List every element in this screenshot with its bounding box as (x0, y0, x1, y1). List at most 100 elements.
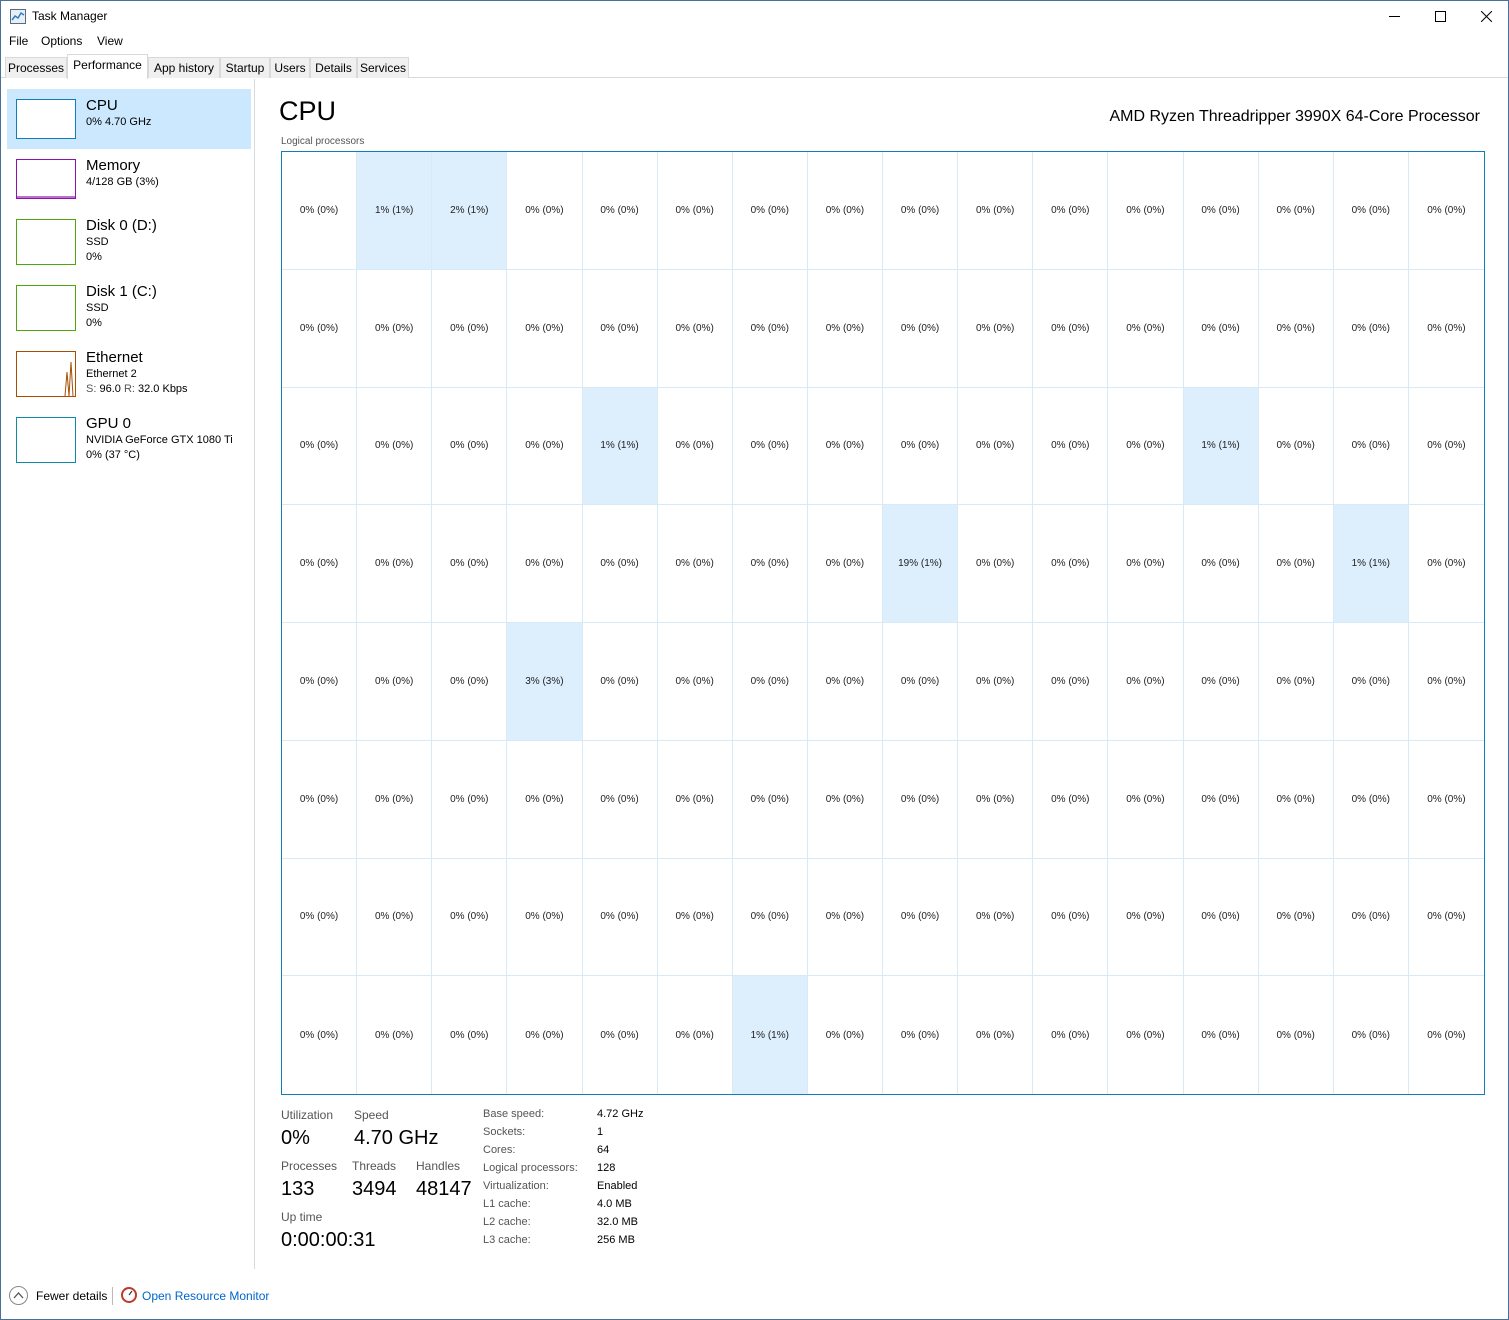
logical-processor-cell: 0% (0%) (658, 976, 733, 1094)
logical-processor-cell: 0% (0%) (1108, 505, 1184, 623)
minimize-button[interactable] (1371, 1, 1417, 31)
logical-processor-cell: 0% (0%) (582, 623, 658, 741)
logical-processor-cell: 0% (0%) (582, 858, 658, 977)
sidebar-item-detail: Ethernet 2 (86, 368, 137, 380)
logical-processor-cell: 0% (0%) (1033, 387, 1109, 506)
logical-processor-cell: 0% (0%) (282, 505, 358, 623)
window-title: Task Manager (32, 9, 108, 23)
logical-processor-cell: 0% (0%) (732, 387, 808, 506)
sidebar-item-detail: 0% (86, 317, 102, 329)
sidebar-item-ethernet[interactable]: Ethernet Ethernet 2 S: 96.0 R: 32.0 Kbps (7, 345, 251, 405)
logical-processor-cell: 0% (0%) (657, 152, 733, 270)
tab-services[interactable]: Services (357, 57, 409, 78)
logical-processor-cell: 0% (0%) (357, 976, 433, 1094)
logical-processor-cell: 0% (0%) (657, 505, 733, 623)
open-resource-monitor-link[interactable]: Open Resource Monitor (142, 1289, 270, 1303)
logical-processor-cell: 0% (0%) (507, 505, 583, 623)
logical-processor-cell: 0% (0%) (958, 387, 1034, 506)
logical-processor-cell: 0% (0%) (807, 387, 883, 506)
logical-processor-cell: 0% (0%) (958, 269, 1034, 388)
processes-value: 133 (281, 1178, 315, 1200)
task-manager-icon (10, 9, 26, 24)
sidebar-item-detail: 0% (37 °C) (86, 449, 140, 461)
logical-processor-cell: 1% (1%) (732, 976, 808, 1094)
logical-processor-cell: 0% (0%) (1333, 387, 1409, 506)
logical-processor-cell: 0% (0%) (1033, 858, 1109, 977)
processes-label: Processes (281, 1159, 338, 1173)
sidebar-item-memory[interactable]: Memory 4/128 GB (3%) (7, 153, 251, 207)
sidebar-item-disk0[interactable]: Disk 0 (D:) SSD 0% (7, 213, 251, 273)
chevron-up-icon[interactable] (9, 1286, 28, 1305)
fewer-details-button[interactable]: Fewer details (36, 1289, 108, 1303)
sidebar-item-cpu[interactable]: CPU 0% 4.70 GHz (7, 89, 251, 149)
logical-processor-cell: 0% (0%) (1408, 270, 1484, 388)
logical-processor-cell: 0% (0%) (1333, 269, 1409, 388)
logical-processor-cell: 0% (0%) (1183, 505, 1259, 623)
menu-file[interactable]: File (9, 34, 29, 48)
tab-processes[interactable]: Processes (5, 57, 67, 78)
logical-processor-cell: 0% (0%) (357, 740, 433, 859)
spec-value: 1 (597, 1126, 604, 1138)
menu-view[interactable]: View (97, 34, 123, 48)
logical-processor-cell: 0% (0%) (582, 152, 658, 270)
logical-processor-cell: 0% (0%) (958, 623, 1034, 741)
handles-label: Handles (416, 1159, 461, 1173)
logical-processor-cell: 0% (0%) (1108, 269, 1184, 388)
minimize-icon (1388, 15, 1400, 17)
logical-processor-cell: 0% (0%) (357, 387, 433, 506)
close-button[interactable] (1463, 1, 1509, 31)
handles-value: 48147 (416, 1178, 472, 1200)
spec-label: L2 cache: (483, 1216, 531, 1228)
menu-options[interactable]: Options (41, 34, 83, 48)
sidebar-item-detail: NVIDIA GeForce GTX 1080 Ti (86, 434, 233, 446)
uptime-value: 0:00:00:31 (281, 1229, 376, 1251)
logical-processor-cell: 0% (0%) (958, 152, 1034, 270)
logical-processor-cell: 0% (0%) (1033, 976, 1109, 1094)
logical-processor-cell: 0% (0%) (958, 740, 1034, 859)
logical-processor-cell: 0% (0%) (1108, 152, 1184, 270)
tab-users[interactable]: Users (270, 57, 310, 78)
sidebar-item-disk1[interactable]: Disk 1 (C:) SSD 0% (7, 279, 251, 339)
logical-processor-cell: 0% (0%) (282, 269, 358, 388)
logical-processor-cell: 0% (0%) (958, 858, 1034, 977)
logical-processor-cell: 0% (0%) (1258, 505, 1334, 623)
resource-sidebar: CPU 0% 4.70 GHz Memory 4/128 GB (3%) Dis… (1, 79, 255, 1269)
logical-processor-cell: 0% (0%) (732, 269, 808, 388)
resource-monitor-icon (121, 1287, 137, 1303)
utilization-label: Utilization (281, 1108, 334, 1122)
logical-processor-cell: 19% (1%) (883, 505, 959, 623)
tab-app-history[interactable]: App history (148, 57, 220, 78)
spec-value: Enabled (597, 1180, 638, 1192)
sidebar-item-title: Memory (86, 157, 141, 174)
logical-processor-cell: 0% (0%) (657, 623, 733, 741)
logical-processor-cell: 0% (0%) (883, 740, 959, 859)
spec-label: L1 cache: (483, 1198, 531, 1210)
logical-processor-cell: 0% (0%) (657, 740, 733, 859)
tab-performance[interactable]: Performance (67, 54, 148, 79)
logical-processor-cell: 0% (0%) (507, 976, 583, 1094)
logical-processor-cell: 2% (1%) (432, 152, 508, 270)
sidebar-item-title: Disk 0 (D:) (86, 217, 157, 234)
tab-details[interactable]: Details (310, 57, 357, 78)
close-icon (1480, 10, 1492, 22)
tab-startup[interactable]: Startup (220, 57, 270, 78)
logical-processor-cell: 0% (0%) (1183, 269, 1259, 388)
disk0-thumbnail-graph (16, 219, 76, 265)
gpu-thumbnail-graph (16, 417, 76, 463)
maximize-button[interactable] (1417, 1, 1463, 31)
ethernet-throughput: S: 96.0 R: 32.0 Kbps (86, 383, 188, 395)
logical-processor-cell: 0% (0%) (282, 152, 358, 270)
logical-processor-cell: 0% (0%) (1408, 623, 1484, 741)
logical-processor-cell: 0% (0%) (1183, 858, 1259, 977)
sidebar-item-gpu[interactable]: GPU 0 NVIDIA GeForce GTX 1080 Ti 0% (37 … (7, 411, 251, 471)
logical-processor-cell: 0% (0%) (282, 623, 358, 741)
logical-processor-cell: 1% (1%) (1333, 505, 1409, 623)
disk1-thumbnail-graph (16, 285, 76, 331)
logical-processor-cell: 0% (0%) (1408, 388, 1484, 506)
speed-value: 4.70 GHz (354, 1127, 439, 1149)
logical-processors-grid: 0% (0%) 1% (1%) 2% (1%) 0% (0%) 0% (0%) 0% (0… (281, 151, 1485, 1095)
logical-processor-cell: 0% (0%) (1033, 740, 1109, 859)
spec-label: Base speed: (483, 1108, 545, 1120)
sidebar-item-detail: 0% (86, 251, 102, 263)
logical-processor-cell: 0% (0%) (357, 269, 433, 388)
